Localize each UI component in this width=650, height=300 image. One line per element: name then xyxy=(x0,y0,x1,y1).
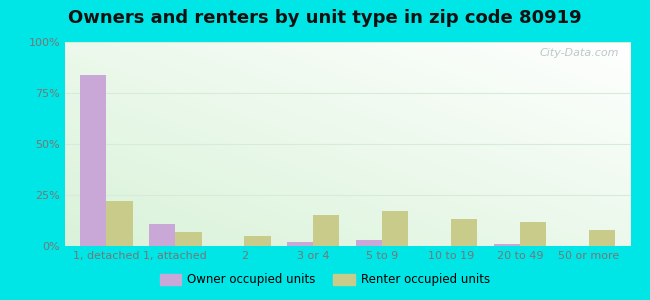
Bar xyxy=(287,242,313,246)
Bar xyxy=(149,224,176,246)
Text: City-Data.com: City-Data.com xyxy=(540,48,619,58)
Bar xyxy=(107,201,133,246)
Bar xyxy=(382,211,408,246)
Bar xyxy=(520,221,547,246)
Bar xyxy=(451,220,477,246)
Bar xyxy=(313,215,339,246)
Bar xyxy=(176,232,202,246)
Bar xyxy=(80,75,107,246)
Bar xyxy=(494,244,520,246)
Legend: Owner occupied units, Renter occupied units: Owner occupied units, Renter occupied un… xyxy=(155,269,495,291)
Bar xyxy=(589,230,616,246)
Bar xyxy=(244,236,270,246)
Bar xyxy=(356,240,382,246)
Text: Owners and renters by unit type in zip code 80919: Owners and renters by unit type in zip c… xyxy=(68,9,582,27)
